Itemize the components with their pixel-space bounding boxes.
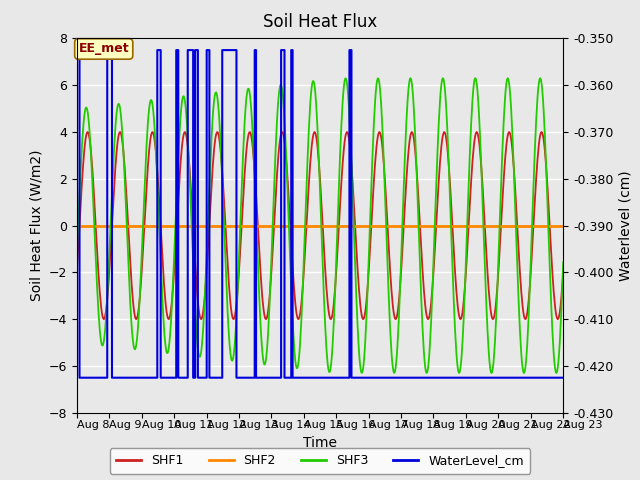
X-axis label: Time: Time [303,436,337,450]
Legend: SHF1, SHF2, SHF3, WaterLevel_cm: SHF1, SHF2, SHF3, WaterLevel_cm [110,448,530,474]
Text: EE_met: EE_met [79,42,129,55]
Title: Soil Heat Flux: Soil Heat Flux [263,13,377,31]
Y-axis label: Soil Heat Flux (W/m2): Soil Heat Flux (W/m2) [29,150,43,301]
Y-axis label: Waterlevel (cm): Waterlevel (cm) [619,170,633,281]
